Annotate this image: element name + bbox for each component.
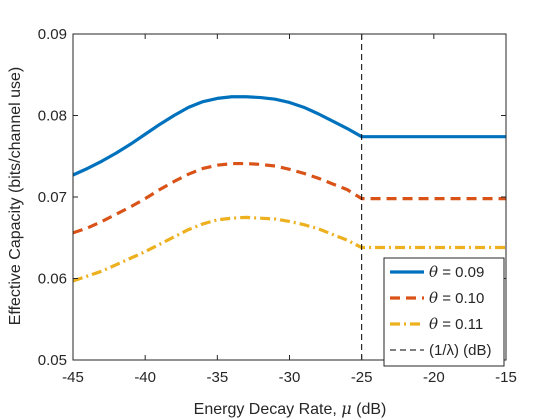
legend: θ = 0.09 θ = 0.10 θ = 0.11 (1/λ) (dB) xyxy=(383,257,505,367)
x-tick-label: -45 xyxy=(62,369,84,386)
y-tick-label: 0.08 xyxy=(38,108,67,125)
x-tick-label: -35 xyxy=(206,369,228,386)
x-tick-label: -40 xyxy=(134,369,156,386)
legend-label-vline: (1/λ) (dB) xyxy=(429,342,492,359)
x-tick-label: -25 xyxy=(351,369,373,386)
series-line-2 xyxy=(72,161,506,235)
y-axis-label: Effective Capacity (bits/channel use) xyxy=(7,67,24,326)
legend-label-2: θ = 0.10 xyxy=(429,289,484,307)
x-tick-label: -15 xyxy=(495,369,517,386)
legend-label-3: θ = 0.11 xyxy=(429,315,483,333)
y-tick-label: 0.07 xyxy=(38,189,67,206)
y-tick-label: 0.09 xyxy=(38,26,67,43)
x-axis-label: Energy Decay Rate, μ (dB) xyxy=(194,399,387,418)
series-line-1 xyxy=(72,95,506,177)
y-tick-label: 0.05 xyxy=(38,352,67,369)
legend-box xyxy=(383,257,505,367)
tick-labels: -45 -40 -35 -30 -25 -20 -15 0.05 0.06 0.07 0.08 0.0… xyxy=(38,26,517,386)
x-tick-label: -30 xyxy=(279,369,301,386)
y-tick-label: 0.06 xyxy=(38,271,67,288)
series-layer xyxy=(72,95,506,283)
x-tick-label: -20 xyxy=(423,369,445,386)
legend-label-1: θ = 0.09 xyxy=(429,263,484,281)
